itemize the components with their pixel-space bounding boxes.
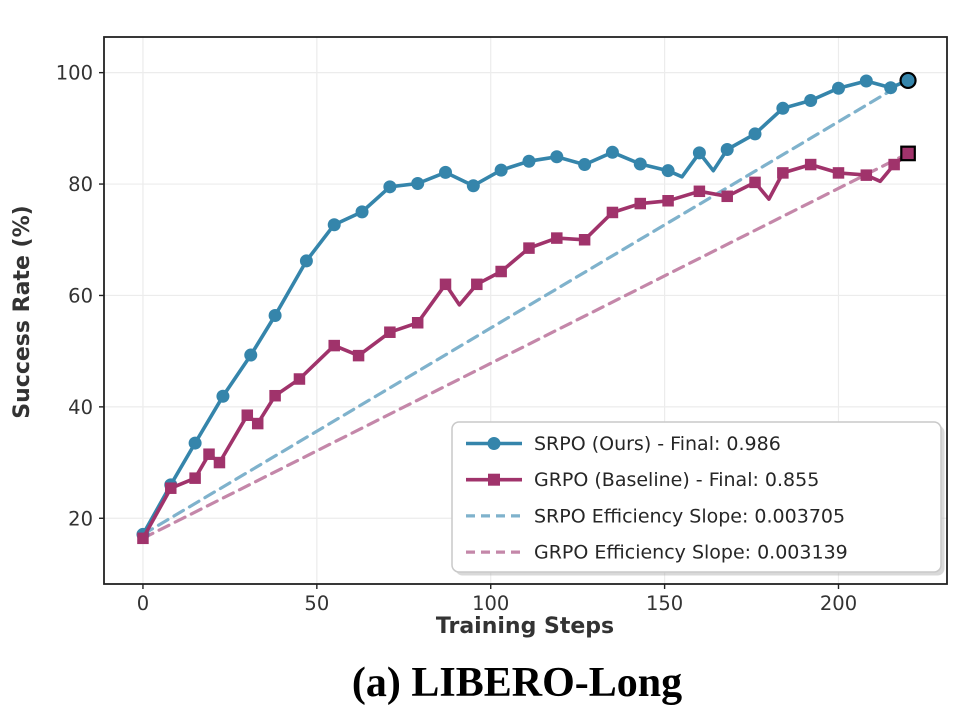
y-tick-label: 40 (68, 396, 93, 419)
series-marker-square (411, 317, 424, 329)
series-marker-circle (494, 163, 508, 177)
series-marker-circle (804, 94, 818, 108)
series-marker-square (693, 185, 706, 198)
series-marker-square (832, 167, 845, 179)
frame-layer (103, 36, 948, 585)
y-axis-label: Success Rate (%) (10, 205, 35, 418)
y-tick-label: 80 (68, 173, 93, 196)
series-marker-square (662, 195, 674, 207)
series-marker-square (293, 373, 306, 385)
tick-layer: 0 50 100 150 200 20 40 60 80 100 (56, 62, 857, 615)
series-marker-circle (831, 81, 845, 95)
series-marker-square (352, 349, 365, 362)
series-marker-square (384, 326, 396, 338)
series-marker-circle (633, 157, 647, 171)
series-marker-square (439, 278, 452, 291)
series-marker-square (189, 472, 201, 484)
series-marker-square (551, 232, 563, 244)
series-marker-circle (355, 205, 369, 219)
legend-label: SRPO Efficiency Slope: 0.003705 (534, 505, 845, 527)
legend-sample-square-marker (488, 473, 500, 486)
series-marker-circle (776, 101, 790, 115)
series-marker-square (721, 190, 733, 203)
series-marker-square (137, 532, 149, 545)
x-tick-label: 0 (137, 592, 149, 615)
y-tick-label: 100 (56, 62, 93, 85)
x-tick-label: 50 (304, 592, 329, 615)
series-marker-circle (244, 348, 258, 362)
legend-box (451, 421, 942, 573)
series-marker-square (213, 456, 226, 469)
series-marker-square (804, 158, 817, 171)
series-marker-circle (859, 74, 873, 88)
series-marker-square (578, 234, 591, 246)
final-marker-circle (899, 71, 917, 90)
series-marker-square (495, 265, 507, 278)
series-marker-square (251, 417, 264, 430)
x-tick-label: 150 (646, 592, 683, 615)
series-marker-circle (327, 218, 341, 232)
series-marker-circle (550, 150, 564, 164)
x-axis-label: Training Steps (436, 614, 614, 639)
series-marker-square (471, 278, 483, 291)
series-marker-circle (522, 154, 536, 168)
figure-caption: (a) LIBERO-Long (352, 660, 682, 706)
series-marker-square (269, 389, 281, 402)
legend-row: GRPO Efficiency Slope: 0.003139 (466, 542, 848, 564)
series-layer (136, 71, 917, 545)
series-marker-square (606, 206, 619, 219)
series-marker-square (523, 242, 535, 254)
series-marker-circle (188, 436, 202, 450)
series-marker-circle (216, 389, 230, 403)
y-tick-label: 60 (68, 284, 93, 307)
series-marker-circle (268, 309, 282, 323)
series-marker-circle (578, 158, 592, 172)
legend-label: SRPO (Ours) - Final: 0.986 (534, 433, 781, 455)
series-marker-square (328, 339, 340, 352)
series-marker-circle (411, 176, 425, 190)
series-marker-circle (466, 179, 480, 193)
final-marker-square (900, 145, 916, 162)
series-marker-circle (605, 145, 619, 159)
series-marker-circle (299, 254, 313, 268)
series-marker-square (777, 167, 789, 179)
legend-sample-circle-marker (487, 437, 501, 450)
series-marker-square (749, 176, 761, 189)
series-marker-circle (748, 127, 762, 141)
efficiency-slope-line (141, 151, 910, 540)
legend-label: GRPO Efficiency Slope: 0.003139 (534, 542, 848, 564)
series-marker-square (888, 158, 900, 171)
legend-row: SRPO (Ours) - Final: 0.986 (466, 433, 781, 455)
legend-row: SRPO Efficiency Slope: 0.003705 (466, 505, 845, 527)
x-tick-label: 100 (472, 592, 509, 615)
legend-layer: SRPO (Ours) - Final: 0.986 GRPO (Baseline… (451, 421, 945, 576)
plot-frame (103, 36, 948, 585)
series-marker-square (860, 169, 873, 181)
series-marker-square (241, 409, 254, 421)
series-marker-square (634, 197, 647, 210)
legend-label: GRPO (Baseline) - Final: 0.855 (534, 469, 819, 491)
series-marker-circle (439, 165, 453, 179)
y-tick-label: 20 (68, 507, 93, 530)
efficiency-slope-line (141, 78, 910, 536)
series-marker-circle (884, 81, 898, 95)
series-marker-circle (383, 180, 397, 194)
series-marker-circle (692, 146, 706, 160)
x-tick-label: 200 (820, 592, 857, 615)
series-marker-circle (720, 143, 734, 157)
series-marker-circle (661, 164, 675, 178)
series-marker-square (165, 482, 177, 494)
legend-row: GRPO (Baseline) - Final: 0.855 (466, 469, 819, 491)
series-marker-square (203, 448, 215, 460)
